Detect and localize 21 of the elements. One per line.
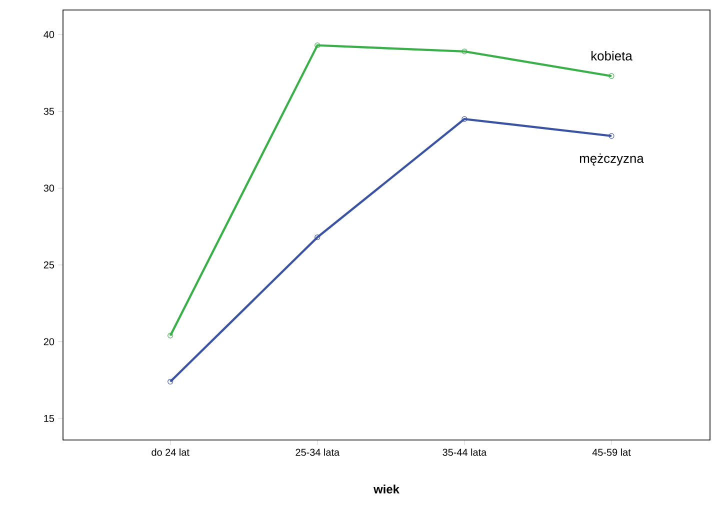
y-tick-label: 15 [44, 415, 54, 422]
x-tick-label: 25-34 lata [296, 448, 340, 456]
x-tick-label: 35-44 lata [442, 448, 487, 456]
y-tick-label: 40 [44, 31, 54, 38]
point [314, 42, 320, 48]
x-axis-title: wiek [374, 484, 400, 494]
x-tick-label: do 24 lat [152, 448, 190, 456]
x-tick-label: 45-59 lat [592, 448, 631, 456]
point [168, 378, 174, 384]
point [314, 234, 320, 240]
y-tick-label: 35 [44, 108, 54, 115]
y-tick-label: 25 [44, 261, 54, 268]
y-tick-label: 30 [44, 184, 54, 192]
point [462, 48, 468, 54]
point [608, 73, 614, 79]
series-label: kobieta [591, 50, 632, 61]
point [608, 133, 614, 139]
point [462, 116, 468, 122]
y-tick-label: 20 [44, 338, 54, 346]
point [168, 332, 174, 338]
series-label: mężczyzna [580, 153, 644, 166]
